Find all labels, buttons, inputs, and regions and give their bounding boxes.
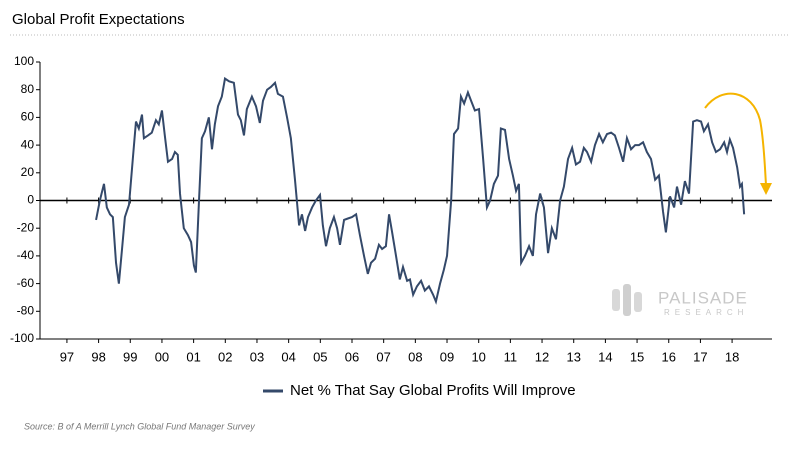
x-tick-label: 07	[376, 349, 390, 364]
watermark-subtext: RESEARCH	[664, 308, 748, 317]
x-tick-label: 09	[440, 349, 454, 364]
y-tick-label: -40	[17, 248, 35, 262]
y-tick-label: 60	[21, 110, 35, 124]
watermark: PALISADE RESEARCH	[612, 284, 748, 317]
watermark-icon	[623, 284, 631, 316]
x-tick-label: 98	[91, 349, 105, 364]
x-tick-label: 04	[281, 349, 295, 364]
watermark-text: PALISADE	[658, 288, 748, 307]
legend-label: Net % That Say Global Profits Will Impro…	[290, 382, 576, 399]
x-tick-label: 10	[471, 349, 485, 364]
x-tick-label: 08	[408, 349, 422, 364]
x-tick-label: 03	[250, 349, 264, 364]
y-tick-label: -60	[17, 276, 35, 290]
chart-title: Global Profit Expectations	[12, 11, 185, 28]
x-tick-label: 14	[598, 349, 612, 364]
x-tick-label: 99	[123, 349, 137, 364]
y-tick-label: 0	[27, 193, 34, 207]
watermark-icon	[612, 289, 620, 311]
x-tick-label: 11	[504, 349, 518, 364]
x-tick-label: 17	[693, 349, 707, 364]
x-tick-label: 97	[60, 349, 74, 364]
y-tick-label: 40	[21, 137, 35, 151]
x-tick-label: 13	[566, 349, 580, 364]
watermark-icon	[634, 292, 642, 312]
y-tick-label: 20	[21, 165, 35, 179]
x-tick-label: 12	[535, 349, 549, 364]
annotation-arrowhead	[760, 183, 772, 195]
y-tick-label: 80	[21, 82, 35, 96]
x-tick-label: 18	[725, 349, 739, 364]
y-tick-label: -80	[17, 303, 35, 317]
y-tick-label: -20	[17, 220, 35, 234]
x-tick-label: 00	[155, 349, 169, 364]
x-tick-label: 02	[218, 349, 232, 364]
x-tick-label: 16	[662, 349, 676, 364]
x-tick-label: 06	[345, 349, 359, 364]
y-tick-label: -100	[10, 331, 34, 345]
source-note: Source: B of A Merrill Lynch Global Fund…	[24, 421, 255, 431]
x-tick-label: 01	[186, 349, 200, 364]
x-tick-label: 05	[313, 349, 327, 364]
annotation-arrow	[704, 92, 767, 186]
data-line	[95, 76, 746, 305]
x-tick-label: 15	[630, 349, 644, 364]
y-tick-label: 100	[14, 54, 34, 68]
